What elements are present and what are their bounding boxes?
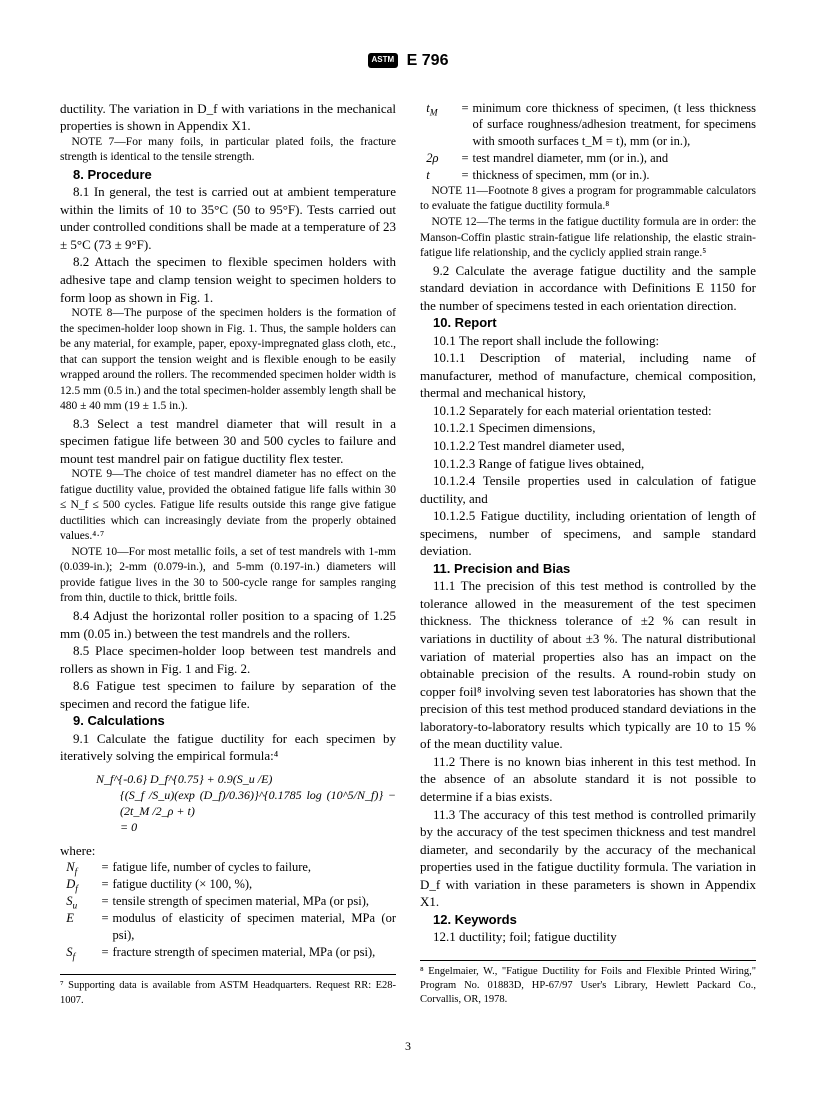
section-9-head: 9. Calculations [60, 712, 396, 730]
document-header: ASTM E 796 [60, 50, 756, 72]
footnote-7: ⁷ Supporting data is available from ASTM… [60, 974, 396, 1007]
where-label: where: [60, 842, 396, 860]
para-10-1-2-2: 10.1.2.2 Test mandrel diameter used, [420, 437, 756, 455]
body-columns: ductility. The variation in D_f with var… [60, 100, 756, 1008]
note-10: NOTE 10—For most metallic foils, a set o… [60, 545, 396, 607]
para-10-1-2-3: 10.1.2.3 Range of fatigue lives obtained… [420, 455, 756, 473]
formula-block: N_f^{-0.6} D_f^{0.75} + 0.9(S_u /E) {(S_… [96, 771, 396, 836]
para-8-4: 8.4 Adjust the horizontal roller positio… [60, 607, 396, 642]
para-8-3: 8.3 Select a test mandrel diameter that … [60, 415, 396, 468]
section-8-head: 8. Procedure [60, 166, 396, 184]
footnote-8: ⁸ Engelmaier, W., "Fatigue Ductility for… [420, 960, 756, 1008]
note-12: NOTE 12—The terms in the fatigue ductili… [420, 215, 756, 262]
where-table-col1: Nf=fatigue life, number of cycles to fai… [60, 859, 396, 960]
para-10-1-1: 10.1.1 Description of material, includin… [420, 349, 756, 402]
para-8-2: 8.2 Attach the specimen to flexible spec… [60, 253, 396, 306]
formula-line-3: = 0 [120, 819, 396, 835]
para-10-1-2: 10.1.2 Separately for each material orie… [420, 402, 756, 420]
para-10-1-2-1: 10.1.2.1 Specimen dimensions, [420, 419, 756, 437]
astm-logo: ASTM [368, 53, 399, 68]
where-table-col2: tM=minimum core thickness of specimen, (… [420, 100, 756, 184]
section-10-head: 10. Report [420, 314, 756, 332]
para-11-3: 11.3 The accuracy of this test method is… [420, 806, 756, 911]
para-12-1: 12.1 ductility; foil; fatigue ductility [420, 928, 756, 946]
para-10-1-2-4: 10.1.2.4 Tensile properties used in calc… [420, 472, 756, 507]
para-8-1: 8.1 In general, the test is carried out … [60, 183, 396, 253]
section-11-head: 11. Precision and Bias [420, 560, 756, 578]
para-8-5: 8.5 Place specimen-holder loop between t… [60, 642, 396, 677]
formula-line-2: {(S_f /S_u)(exp (D_f)/0.36)}^{0.1785 log… [120, 787, 396, 819]
para-9-1: 9.1 Calculate the fatigue ductility for … [60, 730, 396, 765]
formula-line-1: N_f^{-0.6} D_f^{0.75} + 0.9(S_u /E) [96, 771, 396, 787]
para-10-1-2-5: 10.1.2.5 Fatigue ductility, including or… [420, 507, 756, 560]
para-11-2: 11.2 There is no known bias inherent in … [420, 753, 756, 806]
intro-continuation: ductility. The variation in D_f with var… [60, 100, 396, 135]
para-9-2: 9.2 Calculate the average fatigue ductil… [420, 262, 756, 315]
note-9: NOTE 9—The choice of test mandrel diamet… [60, 467, 396, 545]
para-11-1: 11.1 The precision of this test method i… [420, 577, 756, 752]
note-11: NOTE 11—Footnote 8 gives a program for p… [420, 184, 756, 215]
note-8: NOTE 8—The purpose of the specimen holde… [60, 306, 396, 415]
para-10-1: 10.1 The report shall include the follow… [420, 332, 756, 350]
para-8-6: 8.6 Fatigue test specimen to failure by … [60, 677, 396, 712]
section-12-head: 12. Keywords [420, 911, 756, 929]
note-7: NOTE 7—For many foils, in particular pla… [60, 135, 396, 166]
doc-id: E 796 [407, 52, 449, 69]
page-number: 3 [60, 1038, 756, 1054]
